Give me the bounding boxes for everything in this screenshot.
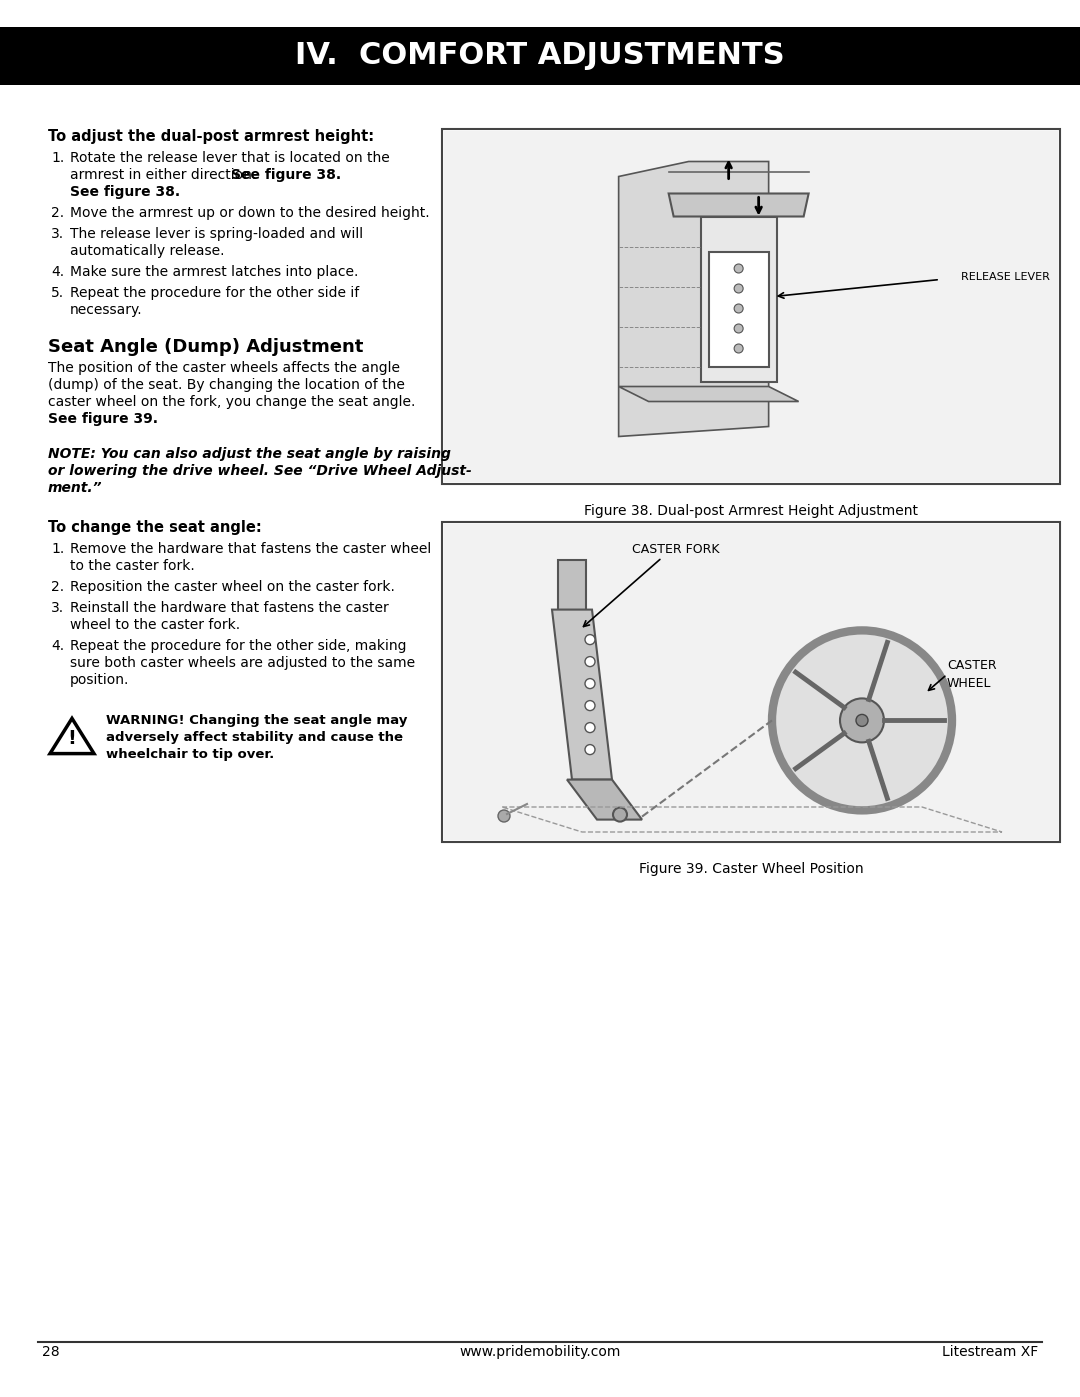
Circle shape bbox=[734, 324, 743, 332]
Text: 5.: 5. bbox=[51, 286, 64, 300]
Bar bbox=[442, 129, 1059, 483]
Text: RELEASE LEVER: RELEASE LEVER bbox=[961, 271, 1050, 282]
Text: Make sure the armrest latches into place.: Make sure the armrest latches into place… bbox=[70, 265, 359, 279]
Text: (dump) of the seat. By changing the location of the: (dump) of the seat. By changing the loca… bbox=[48, 379, 405, 393]
Text: See figure 38.: See figure 38. bbox=[70, 184, 180, 198]
Bar bbox=[0, 27, 1080, 85]
Circle shape bbox=[734, 284, 743, 293]
Text: Reinstall the hardware that fastens the caster: Reinstall the hardware that fastens the … bbox=[70, 601, 389, 615]
Text: 3.: 3. bbox=[51, 226, 64, 242]
Text: caster wheel on the fork, you change the seat angle.: caster wheel on the fork, you change the… bbox=[48, 395, 416, 409]
Circle shape bbox=[840, 698, 885, 742]
Text: Figure 38. Dual-post Armrest Height Adjustment: Figure 38. Dual-post Armrest Height Adju… bbox=[584, 504, 918, 518]
Polygon shape bbox=[567, 780, 642, 820]
Polygon shape bbox=[619, 162, 769, 436]
Text: ment.”: ment.” bbox=[48, 481, 103, 495]
Circle shape bbox=[734, 305, 743, 313]
Text: 1.: 1. bbox=[51, 542, 64, 556]
Text: to the caster fork.: to the caster fork. bbox=[70, 559, 194, 573]
Text: The position of the caster wheels affects the angle: The position of the caster wheels affect… bbox=[48, 360, 400, 374]
Text: Litestream XF: Litestream XF bbox=[942, 1345, 1038, 1359]
Polygon shape bbox=[669, 194, 809, 217]
Text: Remove the hardware that fastens the caster wheel: Remove the hardware that fastens the cas… bbox=[70, 542, 431, 556]
Text: wheel to the caster fork.: wheel to the caster fork. bbox=[70, 617, 240, 631]
Text: NOTE: You can also adjust the seat angle by raising: NOTE: You can also adjust the seat angle… bbox=[48, 447, 450, 461]
Polygon shape bbox=[50, 718, 94, 753]
Text: 2.: 2. bbox=[51, 205, 64, 219]
Bar bbox=[444, 131, 1058, 482]
Text: The release lever is spring-loaded and will: The release lever is spring-loaded and w… bbox=[70, 226, 363, 242]
Text: Seat Angle (Dump) Adjustment: Seat Angle (Dump) Adjustment bbox=[48, 338, 363, 356]
Text: CASTER: CASTER bbox=[947, 659, 997, 672]
Polygon shape bbox=[552, 609, 612, 780]
Text: 28: 28 bbox=[42, 1345, 59, 1359]
Text: See figure 38.: See figure 38. bbox=[231, 168, 341, 182]
Text: adversely affect stability and cause the: adversely affect stability and cause the bbox=[106, 731, 403, 745]
Circle shape bbox=[585, 634, 595, 644]
Circle shape bbox=[613, 807, 627, 821]
Circle shape bbox=[585, 701, 595, 711]
Text: sure both caster wheels are adjusted to the same: sure both caster wheels are adjusted to … bbox=[70, 657, 415, 671]
Text: Repeat the procedure for the other side, making: Repeat the procedure for the other side,… bbox=[70, 638, 406, 652]
Circle shape bbox=[734, 264, 743, 272]
Text: 1.: 1. bbox=[51, 151, 64, 165]
Text: wheelchair to tip over.: wheelchair to tip over. bbox=[106, 747, 274, 761]
Circle shape bbox=[772, 630, 951, 810]
Circle shape bbox=[856, 714, 868, 726]
Text: IV.  COMFORT ADJUSTMENTS: IV. COMFORT ADJUSTMENTS bbox=[295, 42, 785, 70]
Text: www.pridemobility.com: www.pridemobility.com bbox=[459, 1345, 621, 1359]
Text: armrest in either direction.: armrest in either direction. bbox=[70, 168, 260, 182]
Text: 2.: 2. bbox=[51, 580, 64, 594]
Bar bbox=[558, 560, 586, 609]
Text: To adjust the dual-post armrest height:: To adjust the dual-post armrest height: bbox=[48, 129, 374, 144]
Bar bbox=[701, 217, 777, 381]
Text: necessary.: necessary. bbox=[70, 303, 143, 317]
Text: Figure 39. Caster Wheel Position: Figure 39. Caster Wheel Position bbox=[638, 862, 863, 876]
Circle shape bbox=[585, 722, 595, 732]
Text: automatically release.: automatically release. bbox=[70, 244, 225, 258]
Text: CASTER FORK: CASTER FORK bbox=[632, 543, 719, 556]
Text: See figure 39.: See figure 39. bbox=[48, 412, 158, 426]
Text: 4.: 4. bbox=[51, 265, 64, 279]
Bar bbox=[442, 522, 1059, 842]
Bar bbox=[444, 524, 1058, 840]
Text: To change the seat angle:: To change the seat angle: bbox=[48, 520, 261, 535]
Bar bbox=[708, 251, 769, 366]
Text: !: ! bbox=[68, 728, 77, 747]
Circle shape bbox=[585, 657, 595, 666]
Circle shape bbox=[585, 679, 595, 689]
Circle shape bbox=[498, 810, 510, 821]
Polygon shape bbox=[619, 387, 798, 401]
Text: 4.: 4. bbox=[51, 638, 64, 652]
Text: WARNING! Changing the seat angle may: WARNING! Changing the seat angle may bbox=[106, 714, 407, 726]
Text: position.: position. bbox=[70, 673, 130, 687]
Circle shape bbox=[585, 745, 595, 754]
Text: Repeat the procedure for the other side if: Repeat the procedure for the other side … bbox=[70, 286, 360, 300]
Text: or lowering the drive wheel. See “Drive Wheel Adjust-: or lowering the drive wheel. See “Drive … bbox=[48, 464, 472, 478]
Text: 3.: 3. bbox=[51, 601, 64, 615]
Text: Rotate the release lever that is located on the: Rotate the release lever that is located… bbox=[70, 151, 390, 165]
Text: Move the armrest up or down to the desired height.: Move the armrest up or down to the desir… bbox=[70, 205, 430, 219]
Text: Reposition the caster wheel on the caster fork.: Reposition the caster wheel on the caste… bbox=[70, 580, 395, 594]
Text: WHEEL: WHEEL bbox=[947, 678, 991, 690]
Circle shape bbox=[734, 344, 743, 353]
